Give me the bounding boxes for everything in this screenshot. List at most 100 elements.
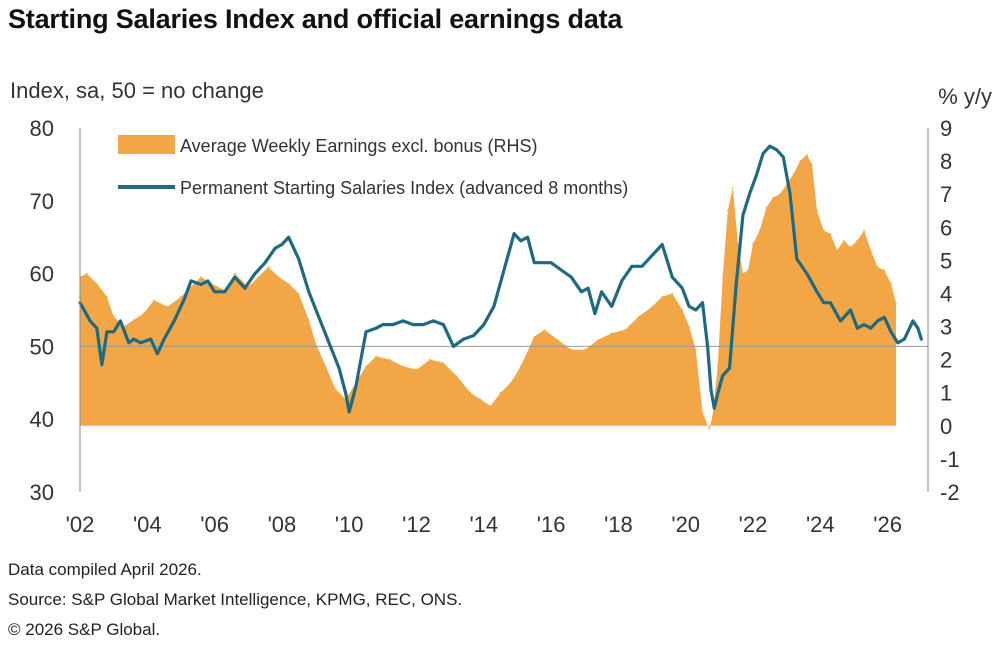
earnings-point	[180, 296, 182, 298]
earnings-point	[143, 312, 145, 315]
salaries-point	[769, 145, 771, 147]
earnings-point	[701, 411, 704, 414]
salaries-point	[594, 313, 596, 315]
salaries-point	[903, 338, 906, 340]
x-tick-label: '08	[268, 512, 297, 537]
salaries-point	[173, 320, 175, 322]
salaries-point	[224, 291, 226, 293]
earnings-point	[792, 173, 795, 176]
salaries-point	[328, 342, 330, 344]
earnings-point	[133, 319, 135, 321]
earnings-point	[721, 276, 724, 278]
x-tick-label: '02	[66, 512, 95, 537]
earnings-point	[96, 282, 98, 285]
earnings-point	[85, 272, 88, 275]
salaries-point	[823, 302, 825, 304]
x-tick-label: '12	[402, 512, 431, 537]
legend: Average Weekly Earnings excl. bonus (RHS…	[118, 135, 628, 198]
earnings-point	[816, 209, 818, 212]
salaries-point	[382, 324, 384, 326]
earnings-point	[711, 415, 714, 417]
earnings-point	[489, 405, 492, 407]
earnings-point	[843, 239, 845, 242]
salaries-point	[796, 258, 798, 260]
salaries-point	[308, 291, 310, 293]
salaries-point	[611, 305, 613, 307]
right-tick-label: 4	[940, 281, 952, 306]
salaries-point	[140, 342, 142, 344]
salaries-point	[101, 364, 103, 366]
salaries-point	[244, 287, 246, 289]
left-tick-label: 70	[30, 189, 54, 214]
left-tick-label: 40	[30, 407, 54, 432]
salaries-point	[402, 320, 404, 322]
earnings-point	[112, 315, 115, 318]
salaries-point	[288, 236, 290, 238]
salaries-point	[318, 316, 320, 318]
footer-copyright: © 2026 S&P Global.	[8, 620, 161, 639]
earnings-point	[267, 266, 270, 268]
salaries-point	[671, 276, 673, 278]
salaries-point	[254, 273, 256, 275]
earnings-point	[695, 348, 697, 351]
salaries-point	[883, 316, 885, 318]
legend-swatch-earnings	[118, 135, 175, 154]
salaries-point	[540, 262, 542, 264]
salaries-point	[119, 320, 121, 322]
earnings-point	[624, 329, 626, 331]
earnings-point	[106, 296, 108, 298]
right-tick-label: 1	[940, 381, 952, 406]
footer-source: Source: S&P Global Market Intelligence, …	[8, 590, 463, 609]
chart-title: Starting Salaries Index and official ear…	[8, 4, 623, 34]
earnings-point	[661, 296, 663, 298]
salaries-point	[128, 342, 130, 344]
earnings-point	[836, 249, 838, 252]
footer-compiled: Data compiled April 2026.	[8, 560, 202, 579]
earnings-point	[308, 319, 310, 321]
salaries-point	[133, 338, 135, 340]
salaries-point	[762, 152, 764, 155]
salaries-point	[870, 327, 872, 329]
salaries-point	[190, 280, 192, 282]
earnings-point	[651, 305, 653, 308]
earnings-point	[297, 292, 300, 295]
x-tick-label: '10	[335, 512, 364, 537]
salaries-point	[735, 283, 737, 286]
salaries-line-layer	[78, 144, 923, 414]
earnings-point	[415, 368, 418, 371]
salaries-point	[422, 324, 424, 326]
salaries-point	[631, 265, 633, 267]
earnings-point	[287, 282, 290, 285]
x-tick-label: '04	[133, 512, 162, 537]
salaries-point	[338, 367, 340, 369]
earnings-point	[822, 229, 825, 232]
right-tick-label: 0	[940, 414, 952, 439]
salaries-point	[355, 385, 357, 387]
salaries-point	[200, 283, 202, 286]
salaries-point	[713, 407, 715, 409]
earnings-point	[456, 375, 458, 378]
salaries-point	[234, 276, 236, 278]
right-tick-label: -2	[940, 480, 960, 505]
salaries-point	[264, 262, 266, 264]
earnings-point	[895, 302, 897, 305]
right-tick-label: 9	[940, 116, 952, 141]
salaries-point	[163, 338, 165, 340]
earnings-point	[533, 335, 536, 338]
earnings-point	[811, 163, 813, 166]
earnings-point	[365, 365, 367, 368]
salaries-point	[661, 243, 663, 246]
right-axis-label: % y/y	[938, 84, 992, 109]
earnings-point	[863, 229, 865, 232]
left-tick-label: 50	[30, 334, 54, 359]
salaries-point	[214, 291, 216, 293]
earnings-point	[388, 358, 391, 361]
earnings-point	[737, 243, 739, 245]
salaries-point	[621, 280, 623, 282]
salaries-point	[473, 334, 475, 337]
x-tick-label: '06	[200, 512, 229, 537]
salaries-point	[728, 367, 731, 369]
right-tick-label: -1	[940, 447, 960, 472]
earnings-point	[806, 153, 808, 156]
